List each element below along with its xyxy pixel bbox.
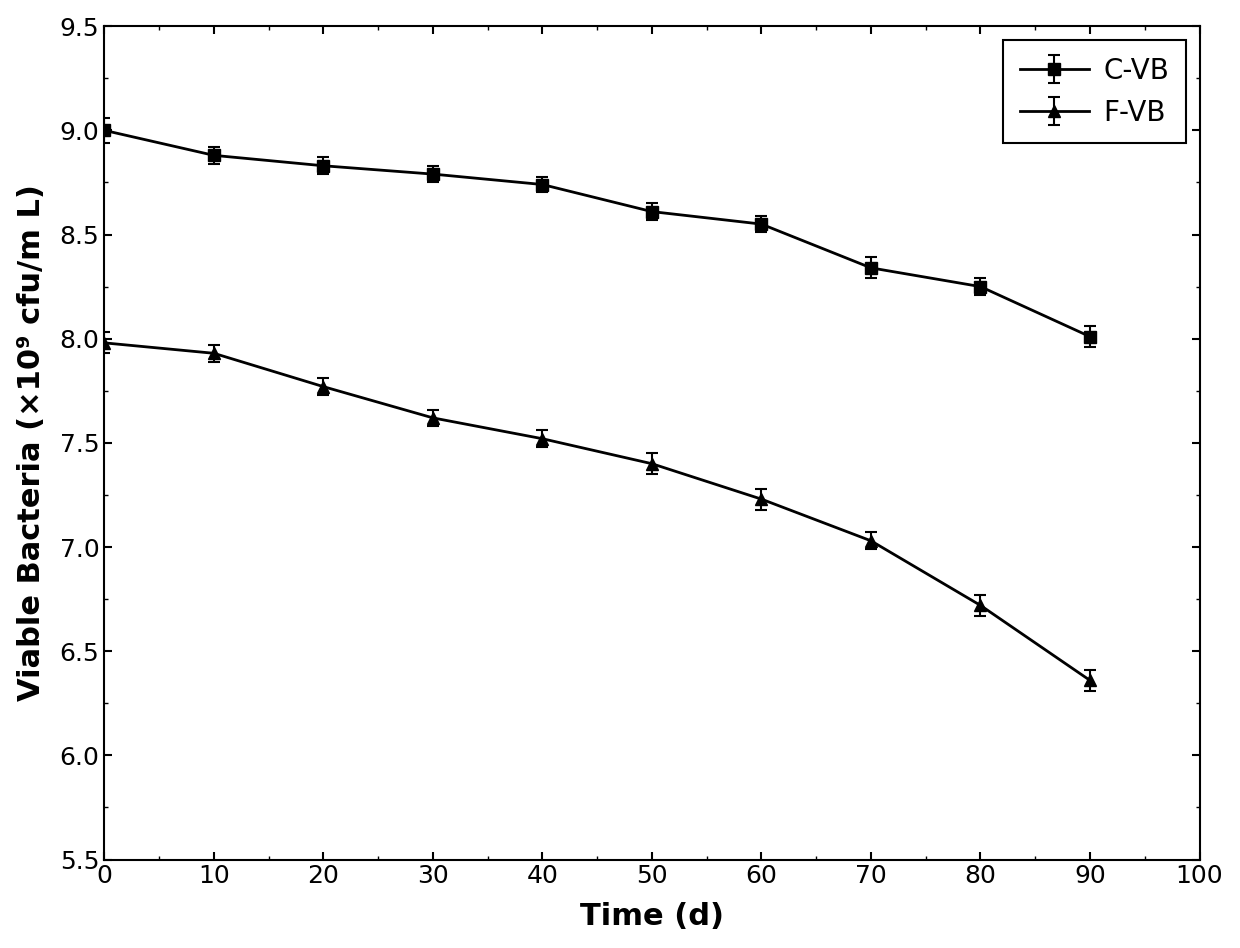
X-axis label: Time (d): Time (d) (580, 902, 724, 931)
Legend: C-VB, F-VB: C-VB, F-VB (1003, 40, 1185, 143)
Y-axis label: Viable Bacteria (×10⁹ cfu/m L): Viable Bacteria (×10⁹ cfu/m L) (16, 185, 46, 702)
